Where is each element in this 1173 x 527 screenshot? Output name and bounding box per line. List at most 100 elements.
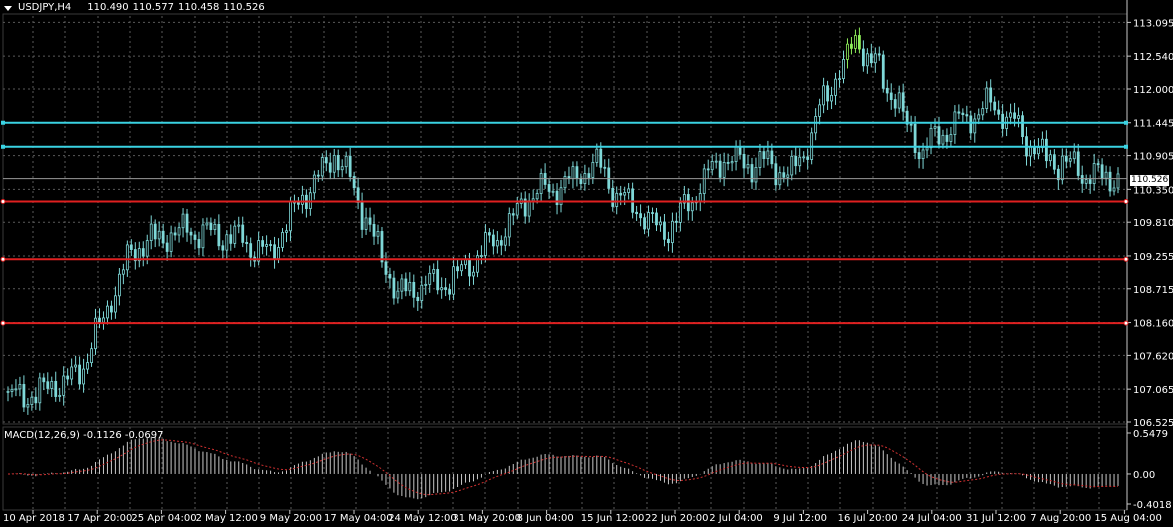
price-axis-label: 107.065 xyxy=(1133,385,1173,396)
candle-body xyxy=(830,94,833,102)
candle-body xyxy=(1021,115,1024,138)
candle-body xyxy=(515,203,519,216)
candle-body xyxy=(901,92,905,112)
candle-body xyxy=(388,273,392,279)
support-handle[interactable] xyxy=(1123,199,1129,205)
candle-body xyxy=(30,396,34,405)
candle-body xyxy=(400,278,404,292)
candle-body xyxy=(332,155,336,173)
candle-body xyxy=(1033,146,1036,155)
price-axis-label: 113.095 xyxy=(1133,18,1173,29)
candle-body xyxy=(682,194,686,204)
candle-body xyxy=(822,85,825,106)
support-handle[interactable] xyxy=(0,199,6,205)
candle-body xyxy=(885,87,889,94)
candle-body xyxy=(881,54,885,89)
chart-header: USDJPY,H4 110.490 110.577 110.458 110.52… xyxy=(4,2,265,14)
resistance-handle[interactable] xyxy=(1,120,5,125)
candle-body xyxy=(838,78,841,81)
candle-body xyxy=(873,53,877,64)
candle-body xyxy=(205,222,209,226)
candle-body xyxy=(643,217,646,230)
candle-body xyxy=(106,305,109,319)
candle-body xyxy=(957,111,961,114)
candle-body xyxy=(312,174,316,194)
price-axis-label: 108.160 xyxy=(1133,319,1173,330)
resistance-handle[interactable] xyxy=(1,144,5,149)
candle-body xyxy=(320,157,324,177)
candle-body xyxy=(499,240,503,246)
candle-body xyxy=(141,248,145,257)
support-handle[interactable] xyxy=(0,256,6,262)
time-axis-label: 8 Jun 04:00 xyxy=(517,513,574,524)
support-handle[interactable] xyxy=(1123,256,1129,262)
candle-body xyxy=(237,224,241,227)
candle-body xyxy=(110,305,113,313)
price-axis-label: 106.525 xyxy=(1133,418,1173,429)
candle-body xyxy=(686,194,690,212)
candle-body xyxy=(615,192,619,207)
candle-body xyxy=(1001,113,1005,129)
candle-body xyxy=(929,127,933,149)
candle-body xyxy=(94,317,97,350)
current-price-tag: 110.526 xyxy=(1130,175,1169,186)
resistance-handle[interactable] xyxy=(1124,120,1128,125)
candle-body xyxy=(985,87,989,109)
dropdown-arrow-icon[interactable] xyxy=(4,5,12,11)
candle-body xyxy=(635,211,639,215)
candle-body xyxy=(301,194,304,205)
time-axis-label: 10 Apr 2018 xyxy=(3,513,65,524)
candle-body xyxy=(786,174,790,178)
candle-body xyxy=(861,48,865,67)
candle-body xyxy=(889,92,893,100)
candle-body xyxy=(62,375,66,396)
candle-body xyxy=(241,224,245,243)
candle-body xyxy=(698,193,702,202)
candle-body xyxy=(233,225,237,244)
candle-body xyxy=(177,227,181,236)
candle-body xyxy=(806,156,810,160)
candle-body xyxy=(766,150,770,160)
candle-body xyxy=(774,163,778,186)
symbol-label: USDJPY,H4 xyxy=(18,2,72,13)
candle-body xyxy=(165,242,169,252)
candle-body xyxy=(730,161,734,164)
support-handle[interactable] xyxy=(0,320,6,326)
time-axis-label: 16 Jul 20:00 xyxy=(838,513,898,524)
candle-body xyxy=(1060,155,1064,181)
candle-body xyxy=(1076,151,1080,176)
candle-body xyxy=(746,164,750,169)
candle-body xyxy=(925,147,929,151)
candle-body xyxy=(125,244,129,271)
candle-body xyxy=(487,232,491,236)
candle-body xyxy=(269,244,272,246)
candle-body xyxy=(376,231,380,237)
price-axis-label: 112.000 xyxy=(1133,85,1173,96)
candle-body xyxy=(818,104,822,117)
open-price: 110.490 xyxy=(87,2,129,13)
candle-body xyxy=(559,187,563,206)
candle-body xyxy=(782,172,786,178)
candle-body xyxy=(348,155,352,177)
candle-body xyxy=(846,43,849,60)
candle-body xyxy=(718,160,722,178)
candle-body xyxy=(599,148,603,168)
candle-body xyxy=(921,149,925,160)
candle-body xyxy=(1013,112,1016,119)
candle-body xyxy=(678,202,682,223)
high-price: 110.577 xyxy=(132,2,175,13)
candle-body xyxy=(1096,163,1100,166)
support-handle[interactable] xyxy=(1123,320,1129,326)
candle-body xyxy=(10,388,14,392)
candle-body xyxy=(762,151,766,160)
candle-body xyxy=(997,109,1001,115)
candle-body xyxy=(933,126,937,129)
resistance-handle[interactable] xyxy=(1124,144,1128,149)
candle-body xyxy=(360,202,364,230)
candle-body xyxy=(1037,147,1040,155)
candle-body xyxy=(969,115,973,134)
candle-body xyxy=(173,232,177,236)
candle-body xyxy=(392,277,396,299)
